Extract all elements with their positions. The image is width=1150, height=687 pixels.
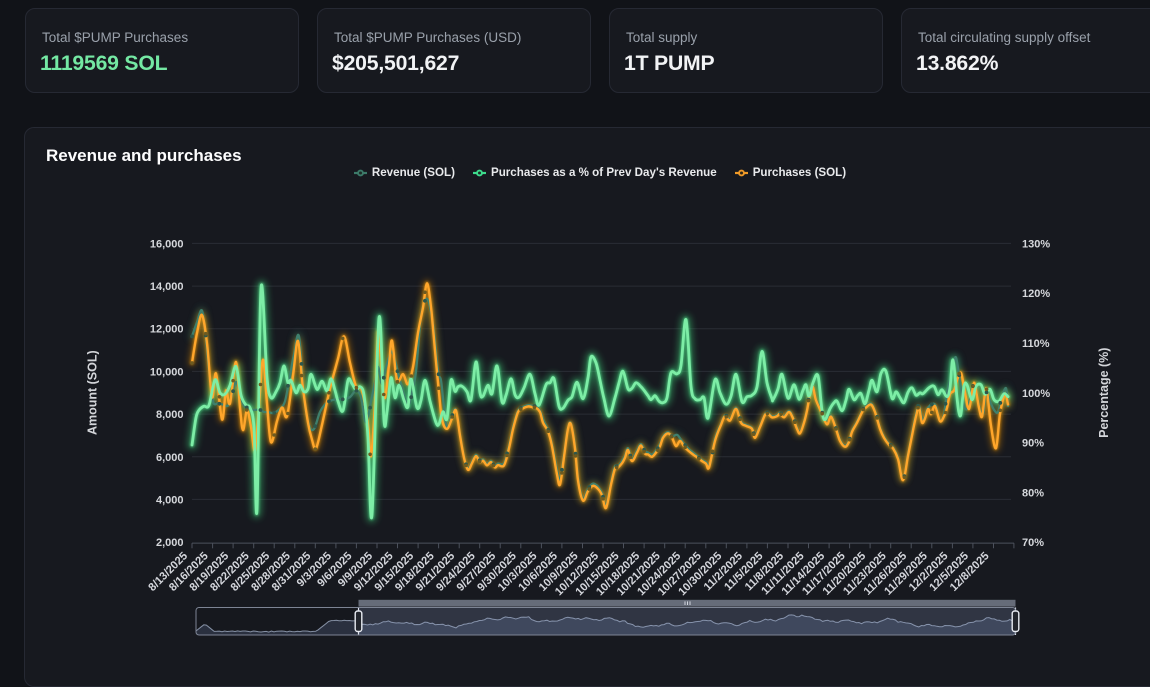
svg-text:4,000: 4,000: [156, 494, 184, 506]
svg-text:12,000: 12,000: [150, 324, 184, 336]
svg-text:80%: 80%: [1022, 487, 1044, 499]
svg-text:70%: 70%: [1022, 537, 1044, 549]
svg-text:Percentage (%): Percentage (%): [1097, 348, 1111, 438]
svg-text:Amount (SOL): Amount (SOL): [86, 350, 100, 435]
svg-text:90%: 90%: [1022, 438, 1044, 450]
svg-text:120%: 120%: [1022, 288, 1050, 300]
svg-text:6,000: 6,000: [156, 452, 184, 464]
svg-text:110%: 110%: [1022, 338, 1050, 350]
svg-text:14,000: 14,000: [150, 281, 184, 293]
svg-text:10,000: 10,000: [150, 366, 184, 378]
svg-text:130%: 130%: [1022, 238, 1050, 250]
svg-text:16,000: 16,000: [150, 238, 184, 250]
svg-text:100%: 100%: [1022, 388, 1050, 400]
svg-text:8,000: 8,000: [156, 409, 184, 421]
svg-text:2,000: 2,000: [156, 537, 184, 549]
